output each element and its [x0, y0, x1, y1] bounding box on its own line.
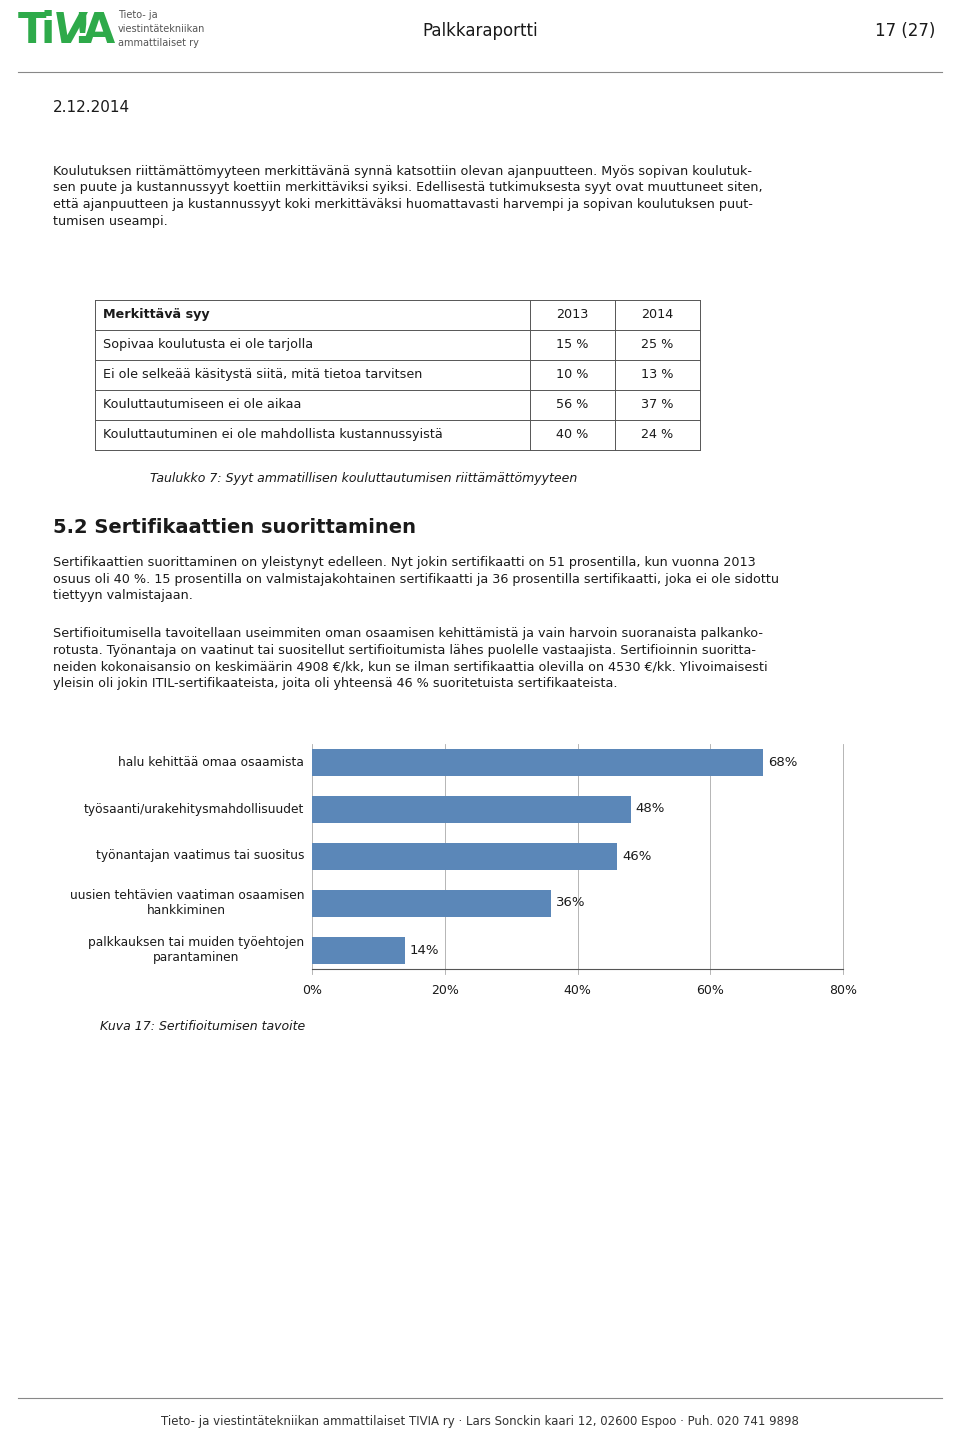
Text: että ajanpuutteen ja kustannussyyt koki merkittäväksi huomattavasti harvempi ja : että ajanpuutteen ja kustannussyyt koki …	[53, 199, 753, 212]
Text: rotusta. Työnantaja on vaatinut tai suositellut sertifioitumista lähes puolelle : rotusta. Työnantaja on vaatinut tai suos…	[53, 643, 756, 656]
Bar	[312, 936, 405, 964]
Text: A: A	[83, 10, 115, 52]
Text: 14%: 14%	[410, 943, 440, 956]
Text: T: T	[18, 10, 46, 52]
Text: 36%: 36%	[556, 897, 586, 910]
Text: 25 %: 25 %	[641, 338, 674, 351]
Text: Palkkaraportti: Palkkaraportti	[422, 22, 538, 41]
Text: Merkittävä syy: Merkittävä syy	[103, 309, 209, 322]
Text: 80%: 80%	[829, 984, 857, 997]
Text: Taulukko 7: Syyt ammatillisen kouluttautumisen riittämättömyyteen: Taulukko 7: Syyt ammatillisen kouluttaut…	[150, 472, 577, 485]
Text: Kouluttautumiseen ei ole aikaa: Kouluttautumiseen ei ole aikaa	[103, 398, 301, 412]
Text: halu kehittää omaa osaamista: halu kehittää omaa osaamista	[118, 755, 304, 768]
Text: sen puute ja kustannussyyt koettiin merkittäviksi syiksi. Edellisestä tutkimukse: sen puute ja kustannussyyt koettiin merk…	[53, 181, 762, 194]
Text: i: i	[40, 10, 55, 52]
Text: Sertifikaattien suorittaminen on yleistynyt edelleen. Nyt jokin sertifikaatti on: Sertifikaattien suorittaminen on yleisty…	[53, 556, 756, 569]
Text: 2013: 2013	[556, 309, 588, 322]
Text: 5.2 Sertifikaattien suorittaminen: 5.2 Sertifikaattien suorittaminen	[53, 517, 416, 538]
Text: työnantajan vaatimus tai suositus: työnantajan vaatimus tai suositus	[95, 849, 304, 862]
Text: uusien tehtävien vaatiman osaamisen
hankkiminen: uusien tehtävien vaatiman osaamisen hank…	[69, 890, 304, 917]
Text: 2.12.2014: 2.12.2014	[53, 100, 131, 114]
Text: palkkauksen tai muiden työehtojen
parantaminen: palkkauksen tai muiden työehtojen parant…	[88, 936, 304, 964]
Text: 56 %: 56 %	[556, 398, 588, 412]
Text: 48%: 48%	[636, 803, 665, 816]
Text: tiettyyn valmistajaan.: tiettyyn valmistajaan.	[53, 588, 193, 601]
Text: 68%: 68%	[768, 755, 798, 768]
Text: Tieto- ja viestintätekniikan ammattilaiset TIVIA ry · Lars Sonckin kaari 12, 026: Tieto- ja viestintätekniikan ammattilais…	[161, 1416, 799, 1429]
Text: tumisen useampi.: tumisen useampi.	[53, 214, 168, 227]
Text: V: V	[53, 10, 85, 52]
Bar	[312, 796, 631, 823]
Text: Koulutuksen riittämättömyyteen merkittävänä synnä katsottiin olevan ajanpuutteen: Koulutuksen riittämättömyyteen merkittäv…	[53, 165, 752, 178]
Bar	[312, 749, 763, 775]
Text: Tieto- ja
viestintätekniikan
ammattilaiset ry: Tieto- ja viestintätekniikan ammattilais…	[118, 10, 205, 48]
Text: yleisin oli jokin ITIL-sertifikaateista, joita oli yhteensä 46 % suoritetuista s: yleisin oli jokin ITIL-sertifikaateista,…	[53, 677, 617, 690]
Text: 46%: 46%	[622, 849, 652, 862]
Text: Kuva 17: Sertifioitumisen tavoite: Kuva 17: Sertifioitumisen tavoite	[100, 1020, 305, 1033]
Text: 24 %: 24 %	[641, 427, 674, 440]
Text: 2014: 2014	[641, 309, 674, 322]
Text: osuus oli 40 %. 15 prosentilla on valmistajakohtainen sertifikaatti ja 36 prosen: osuus oli 40 %. 15 prosentilla on valmis…	[53, 572, 779, 585]
Text: 13 %: 13 %	[641, 368, 674, 381]
Text: 40 %: 40 %	[556, 427, 588, 440]
Text: 15 %: 15 %	[556, 338, 588, 351]
Text: 20%: 20%	[431, 984, 459, 997]
Text: 10 %: 10 %	[556, 368, 588, 381]
Bar	[312, 890, 551, 917]
Text: !: !	[72, 10, 91, 52]
Text: 40%: 40%	[564, 984, 591, 997]
Text: Sopivaa koulutusta ei ole tarjolla: Sopivaa koulutusta ei ole tarjolla	[103, 338, 313, 351]
Text: neiden kokonaisansio on keskimäärin 4908 €/kk, kun se ilman sertifikaattia olevi: neiden kokonaisansio on keskimäärin 4908…	[53, 661, 768, 674]
Text: 60%: 60%	[696, 984, 724, 997]
Text: työsaanti/urakehitysmahdollisuudet: työsaanti/urakehitysmahdollisuudet	[84, 803, 304, 816]
Text: 0%: 0%	[302, 984, 322, 997]
Text: Sertifioitumisella tavoitellaan useimmiten oman osaamisen kehittämistä ja vain h: Sertifioitumisella tavoitellaan useimmit…	[53, 627, 763, 640]
Text: Kouluttautuminen ei ole mahdollista kustannussyistä: Kouluttautuminen ei ole mahdollista kust…	[103, 427, 443, 440]
Text: Ei ole selkeää käsitystä siitä, mitä tietoa tarvitsen: Ei ole selkeää käsitystä siitä, mitä tie…	[103, 368, 422, 381]
Text: 17 (27): 17 (27)	[875, 22, 935, 41]
Bar	[312, 842, 617, 869]
Text: 37 %: 37 %	[641, 398, 674, 412]
